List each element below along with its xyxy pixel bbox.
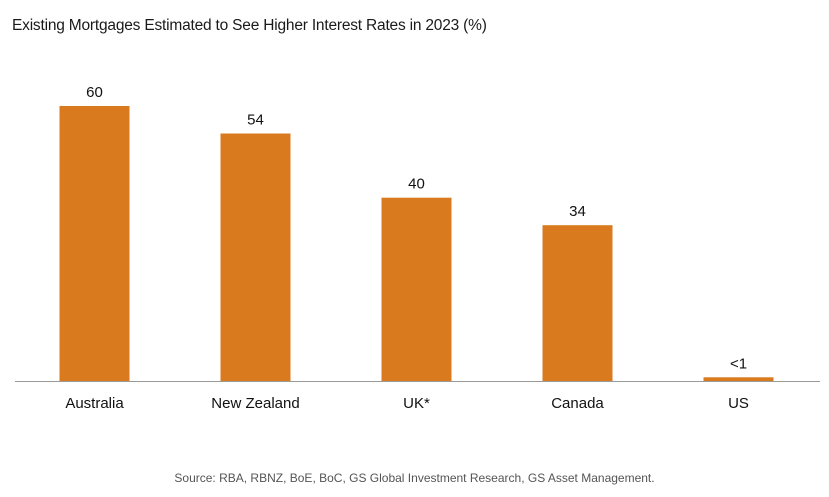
value-labels-group: 60 54 40 34 <1 [86,84,747,372]
category-labels-group: Australia New Zealand UK* Canada US [65,395,749,412]
bar-australia [59,106,130,381]
category-label: UK* [403,395,430,412]
bar-uk [381,197,452,381]
bars-group [59,106,774,381]
value-label: <1 [730,355,747,372]
bar-us [703,377,774,381]
category-label: Australia [65,395,124,412]
category-label: Canada [551,395,604,412]
chart-source: Source: RBA, RBNZ, BoE, BoC, GS Global I… [174,471,655,485]
value-label: 54 [247,112,264,129]
bar-canada [542,225,613,381]
bar-new-zealand [220,133,291,381]
chart-title: Existing Mortgages Estimated to See High… [12,17,487,34]
category-label: New Zealand [211,395,299,412]
value-label: 60 [86,84,103,101]
value-label: 34 [569,203,586,220]
category-label: US [728,395,749,412]
value-label: 40 [408,176,425,193]
